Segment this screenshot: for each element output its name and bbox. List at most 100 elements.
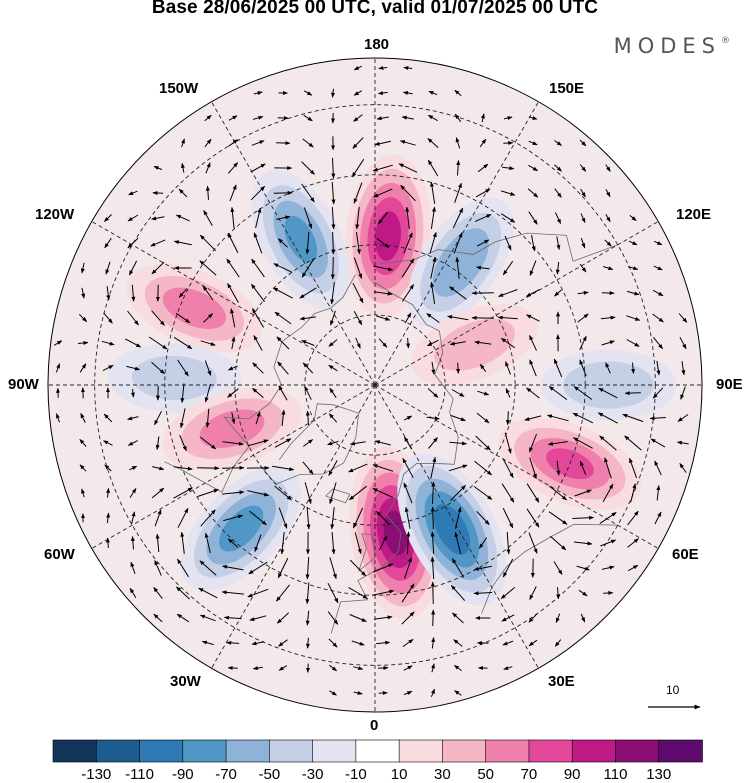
wind-vector-182 bbox=[251, 308, 265, 328]
wind-vector-149 bbox=[628, 266, 639, 271]
wind-vector-331 bbox=[328, 460, 338, 477]
wind-vector-199 bbox=[678, 313, 688, 323]
colorbar-swatch-1 bbox=[52, 739, 98, 763]
wind-vector-222 bbox=[601, 340, 615, 346]
wind-vector-438 bbox=[153, 587, 163, 599]
wind-vector-477 bbox=[251, 641, 265, 646]
wind-vector-11 bbox=[454, 89, 462, 97]
wind-vector-16 bbox=[303, 114, 313, 122]
wind-vector-103 bbox=[629, 215, 637, 221]
wind-vector-159 bbox=[272, 287, 293, 299]
anomaly-center-8 bbox=[162, 387, 302, 471]
wind-vector-260 bbox=[329, 387, 337, 398]
wind-vector-248 bbox=[681, 361, 686, 376]
wind-vector-362 bbox=[473, 486, 493, 500]
wind-vector-208 bbox=[253, 335, 263, 351]
wind-vector-140 bbox=[401, 258, 415, 278]
wind-vector-273 bbox=[80, 412, 86, 423]
lon-label-60e: 60E bbox=[672, 546, 699, 563]
wind-vector-142 bbox=[455, 256, 460, 279]
wind-vector-233 bbox=[227, 365, 238, 371]
wind-vector-98 bbox=[500, 213, 516, 223]
wind-vector-240 bbox=[479, 363, 487, 372]
wind-vector-22 bbox=[454, 113, 462, 123]
wind-vector-95 bbox=[430, 206, 436, 229]
wind-vector-487 bbox=[502, 640, 514, 646]
wind-vector-322 bbox=[104, 464, 112, 472]
wind-vector-97 bbox=[474, 213, 492, 223]
wind-vector-336 bbox=[448, 464, 468, 472]
wind-vector-319 bbox=[650, 438, 666, 448]
wind-vector-82 bbox=[104, 214, 112, 222]
wind-vector-475 bbox=[201, 640, 214, 646]
wind-vector-81 bbox=[605, 189, 611, 198]
wind-vector-502 bbox=[329, 690, 337, 696]
wind-vector-244 bbox=[579, 359, 587, 377]
wind-vector-450 bbox=[450, 585, 466, 601]
wind-vector-31 bbox=[302, 138, 314, 148]
colorbar-swatch-13 bbox=[571, 739, 617, 763]
wind-vector-411 bbox=[528, 532, 538, 554]
wind-vector-389 bbox=[548, 511, 568, 525]
wind-vector-150 bbox=[653, 265, 663, 271]
wind-vector-46 bbox=[227, 162, 239, 174]
colorbar-swatch-14 bbox=[615, 739, 660, 763]
wind-vector-83 bbox=[127, 214, 139, 222]
wind-vector-282 bbox=[305, 410, 310, 426]
wind-vector-146 bbox=[555, 261, 560, 275]
wind-vector-294 bbox=[649, 416, 666, 421]
wind-vector-75 bbox=[454, 182, 462, 203]
wind-vector-157 bbox=[227, 282, 239, 303]
wind-vector-206 bbox=[200, 340, 216, 346]
wind-vector-234 bbox=[252, 362, 264, 374]
wind-vector-196 bbox=[600, 315, 616, 320]
wind-vector-254 bbox=[180, 383, 185, 404]
wind-vector-183 bbox=[274, 311, 292, 325]
reference-vector-label: 10 bbox=[666, 683, 680, 697]
wind-vector-164 bbox=[401, 284, 415, 302]
wind-vector-87 bbox=[230, 206, 235, 229]
wind-vector-91 bbox=[331, 206, 336, 230]
wind-vector-361 bbox=[450, 485, 466, 501]
wind-vector-497 bbox=[403, 665, 413, 671]
wind-vector-271 bbox=[680, 386, 686, 400]
wind-vector-209 bbox=[276, 336, 290, 350]
meridian-240 bbox=[91, 221, 376, 386]
wind-vector-53 bbox=[398, 163, 418, 173]
colorbar-swatch-10 bbox=[442, 739, 487, 763]
wind-vector-24 bbox=[503, 116, 513, 121]
wind-vector-85 bbox=[175, 214, 190, 222]
wind-vector-132 bbox=[199, 260, 217, 276]
wind-vector-393 bbox=[654, 511, 662, 525]
wind-vector-236 bbox=[302, 362, 314, 374]
colorbar-label: 70 bbox=[520, 766, 538, 783]
wind-vector-168 bbox=[498, 289, 518, 297]
wind-vector-258 bbox=[278, 385, 288, 401]
wind-vector-245 bbox=[605, 362, 611, 374]
wind-vector-399 bbox=[227, 538, 239, 548]
wind-vector-346 bbox=[81, 488, 85, 498]
wind-vector-8 bbox=[377, 91, 388, 96]
wind-vector-474 bbox=[580, 613, 586, 623]
wind-vector-394 bbox=[105, 537, 110, 549]
wind-vector-315 bbox=[547, 441, 568, 446]
wind-vector-427 bbox=[404, 557, 412, 579]
colorbar-label: -30 bbox=[301, 766, 324, 783]
wind-vector-62 bbox=[128, 190, 138, 196]
wind-vector-421 bbox=[248, 561, 268, 575]
wind-vector-161 bbox=[330, 282, 335, 305]
wind-vector-435 bbox=[601, 565, 615, 570]
wind-vector-243 bbox=[553, 358, 563, 378]
wind-vector-23 bbox=[481, 113, 485, 123]
wind-vector-291 bbox=[572, 412, 594, 424]
wind-vector-454 bbox=[556, 587, 561, 600]
wind-vector-235 bbox=[277, 361, 289, 375]
wind-vector-3 bbox=[253, 91, 263, 95]
meridian-330 bbox=[211, 384, 376, 669]
wind-vector-471 bbox=[501, 614, 515, 622]
wind-vector-160 bbox=[299, 287, 317, 299]
wind-vector-496 bbox=[377, 665, 389, 670]
wind-vector-274 bbox=[103, 413, 113, 423]
wind-vector-136 bbox=[301, 258, 315, 278]
wind-vector-325 bbox=[173, 466, 193, 471]
